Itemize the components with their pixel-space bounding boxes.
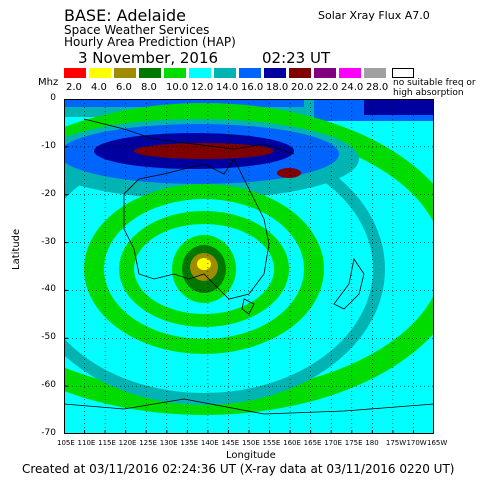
x-tick-label: 115E <box>98 439 116 447</box>
x-tick-label: 130E <box>159 439 178 447</box>
legend-label: 28.0 <box>366 82 389 93</box>
legend-label: 14.0 <box>216 82 239 93</box>
x-tick-label: 150E <box>242 439 260 447</box>
x-tick-label: 180 <box>365 439 379 447</box>
prediction-map <box>64 99 434 434</box>
legend-label: 4.0 <box>91 82 107 93</box>
legend-swatch <box>164 68 186 78</box>
x-tick-label: 135E <box>180 439 199 447</box>
legend-label: 8.0 <box>141 82 157 93</box>
legend-swatch <box>114 68 136 78</box>
x-tick-label: 165E <box>303 439 322 447</box>
x-tick-label: 140E <box>200 439 219 447</box>
x-tick-label: 170W <box>406 439 427 447</box>
created-footer: Created at 03/11/2016 02:24:36 UT (X-ray… <box>22 462 455 476</box>
legend-swatch <box>239 68 261 78</box>
x-tick-label: 110E <box>77 439 96 447</box>
legend-label: 2.0 <box>66 82 82 93</box>
legend-label: 12.0 <box>191 82 214 93</box>
y-tick-label: -50 <box>41 332 56 343</box>
prediction-date: 3 November, 2016 <box>78 49 219 67</box>
product-name: Hourly Area Prediction (HAP) <box>64 35 236 49</box>
x-tick-label: 155E <box>262 439 281 447</box>
prediction-time: 02:23 UT <box>262 49 331 67</box>
y-tick-label: -10 <box>41 140 56 151</box>
legend-swatch <box>314 68 336 78</box>
legend-swatch <box>264 68 286 78</box>
legend-label: 18.0 <box>266 82 289 93</box>
x-tick-label: 160E <box>283 439 301 447</box>
y-tick-label: -20 <box>41 188 56 199</box>
x-tick-label: 165W <box>427 439 448 447</box>
legend-label: 6.0 <box>116 82 132 93</box>
legend-label: 20.0 <box>291 82 314 93</box>
y-axis-label: Latitude <box>11 228 22 270</box>
legend-label: 10.0 <box>166 82 189 93</box>
xray-flux: Solar Xray Flux A7.0 <box>318 9 430 22</box>
legend-unit: Mhz <box>38 77 59 88</box>
legend-swatch <box>89 68 111 78</box>
y-tick-label: 0 <box>50 93 56 103</box>
y-tick-label: -30 <box>41 236 56 247</box>
legend-swatch <box>339 68 361 78</box>
y-tick-label: -70 <box>41 428 56 438</box>
base-title: BASE: Adelaide <box>64 6 187 25</box>
legend-swatch <box>189 68 211 78</box>
x-tick-label: 105E <box>57 439 75 447</box>
x-axis-label: Longitude <box>226 450 276 461</box>
legend-label: 24.0 <box>341 82 364 93</box>
org-name: Space Weather Services <box>64 23 210 37</box>
y-tick-label: -60 <box>41 380 56 391</box>
legend-swatch <box>289 68 311 78</box>
legend-swatch <box>139 68 161 78</box>
legend-swatch <box>214 68 236 78</box>
legend-label: 16.0 <box>241 82 264 93</box>
x-tick-label: 120E <box>118 439 137 447</box>
legend-swatch <box>364 68 386 78</box>
x-tick-label: 175W <box>385 439 407 447</box>
legend-swatch <box>64 68 86 78</box>
no-suitable-swatch <box>392 68 414 78</box>
no-suitable-label: no suitable freq or high absorption <box>393 78 476 98</box>
x-tick-label: 175E <box>344 439 363 447</box>
legend-label: 22.0 <box>316 82 339 93</box>
x-tick-label: 125E <box>139 439 158 447</box>
x-tick-label: 145E <box>221 439 240 447</box>
x-tick-label: 170E <box>324 439 343 447</box>
y-tick-label: -40 <box>41 284 56 295</box>
